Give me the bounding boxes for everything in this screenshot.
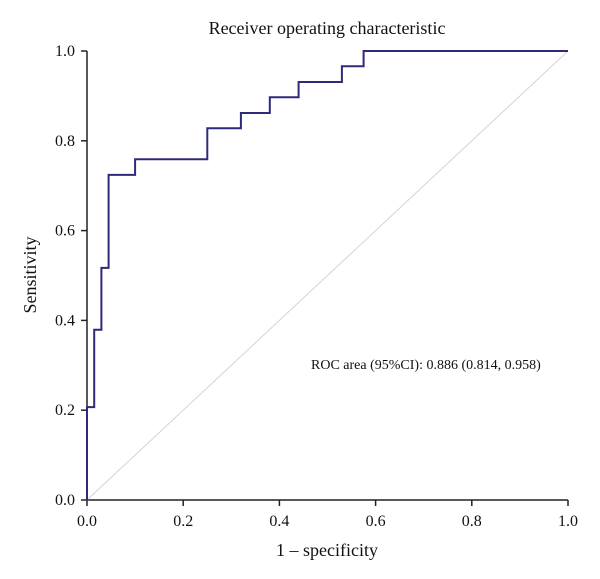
roc-area-annotation: ROC area (95%CI): 0.886 (0.814, 0.958) bbox=[311, 358, 541, 373]
x-tick-label: 1.0 bbox=[558, 513, 578, 530]
chart-title: Receiver operating characteristic bbox=[209, 18, 446, 38]
y-axis-label: Sensitivity bbox=[20, 236, 40, 313]
y-tick-label: 0.2 bbox=[55, 402, 75, 419]
x-tick-label: 0.2 bbox=[173, 513, 193, 530]
reference-diagonal-line bbox=[86, 50, 569, 501]
y-tick-label: 0.4 bbox=[55, 312, 75, 329]
x-tick-label: 0.4 bbox=[269, 513, 289, 530]
x-tick-label: 0.6 bbox=[366, 513, 386, 530]
y-tick-label: 0.0 bbox=[55, 492, 75, 509]
x-axis-label: 1 – specificity bbox=[276, 540, 378, 560]
y-tick-label: 0.8 bbox=[55, 133, 75, 150]
x-tick-label: 0.8 bbox=[462, 513, 482, 530]
y-tick-label: 0.6 bbox=[55, 223, 75, 240]
roc-curve bbox=[86, 50, 568, 500]
x-tick-label: 0.0 bbox=[77, 513, 97, 530]
y-tick-label: 1.0 bbox=[55, 43, 75, 60]
plot-area: 0.0 0.2 0.4 0.6 0.8 1.0 0.0 0.2 0.4 0.6 0.8 1.0 bbox=[55, 43, 578, 530]
